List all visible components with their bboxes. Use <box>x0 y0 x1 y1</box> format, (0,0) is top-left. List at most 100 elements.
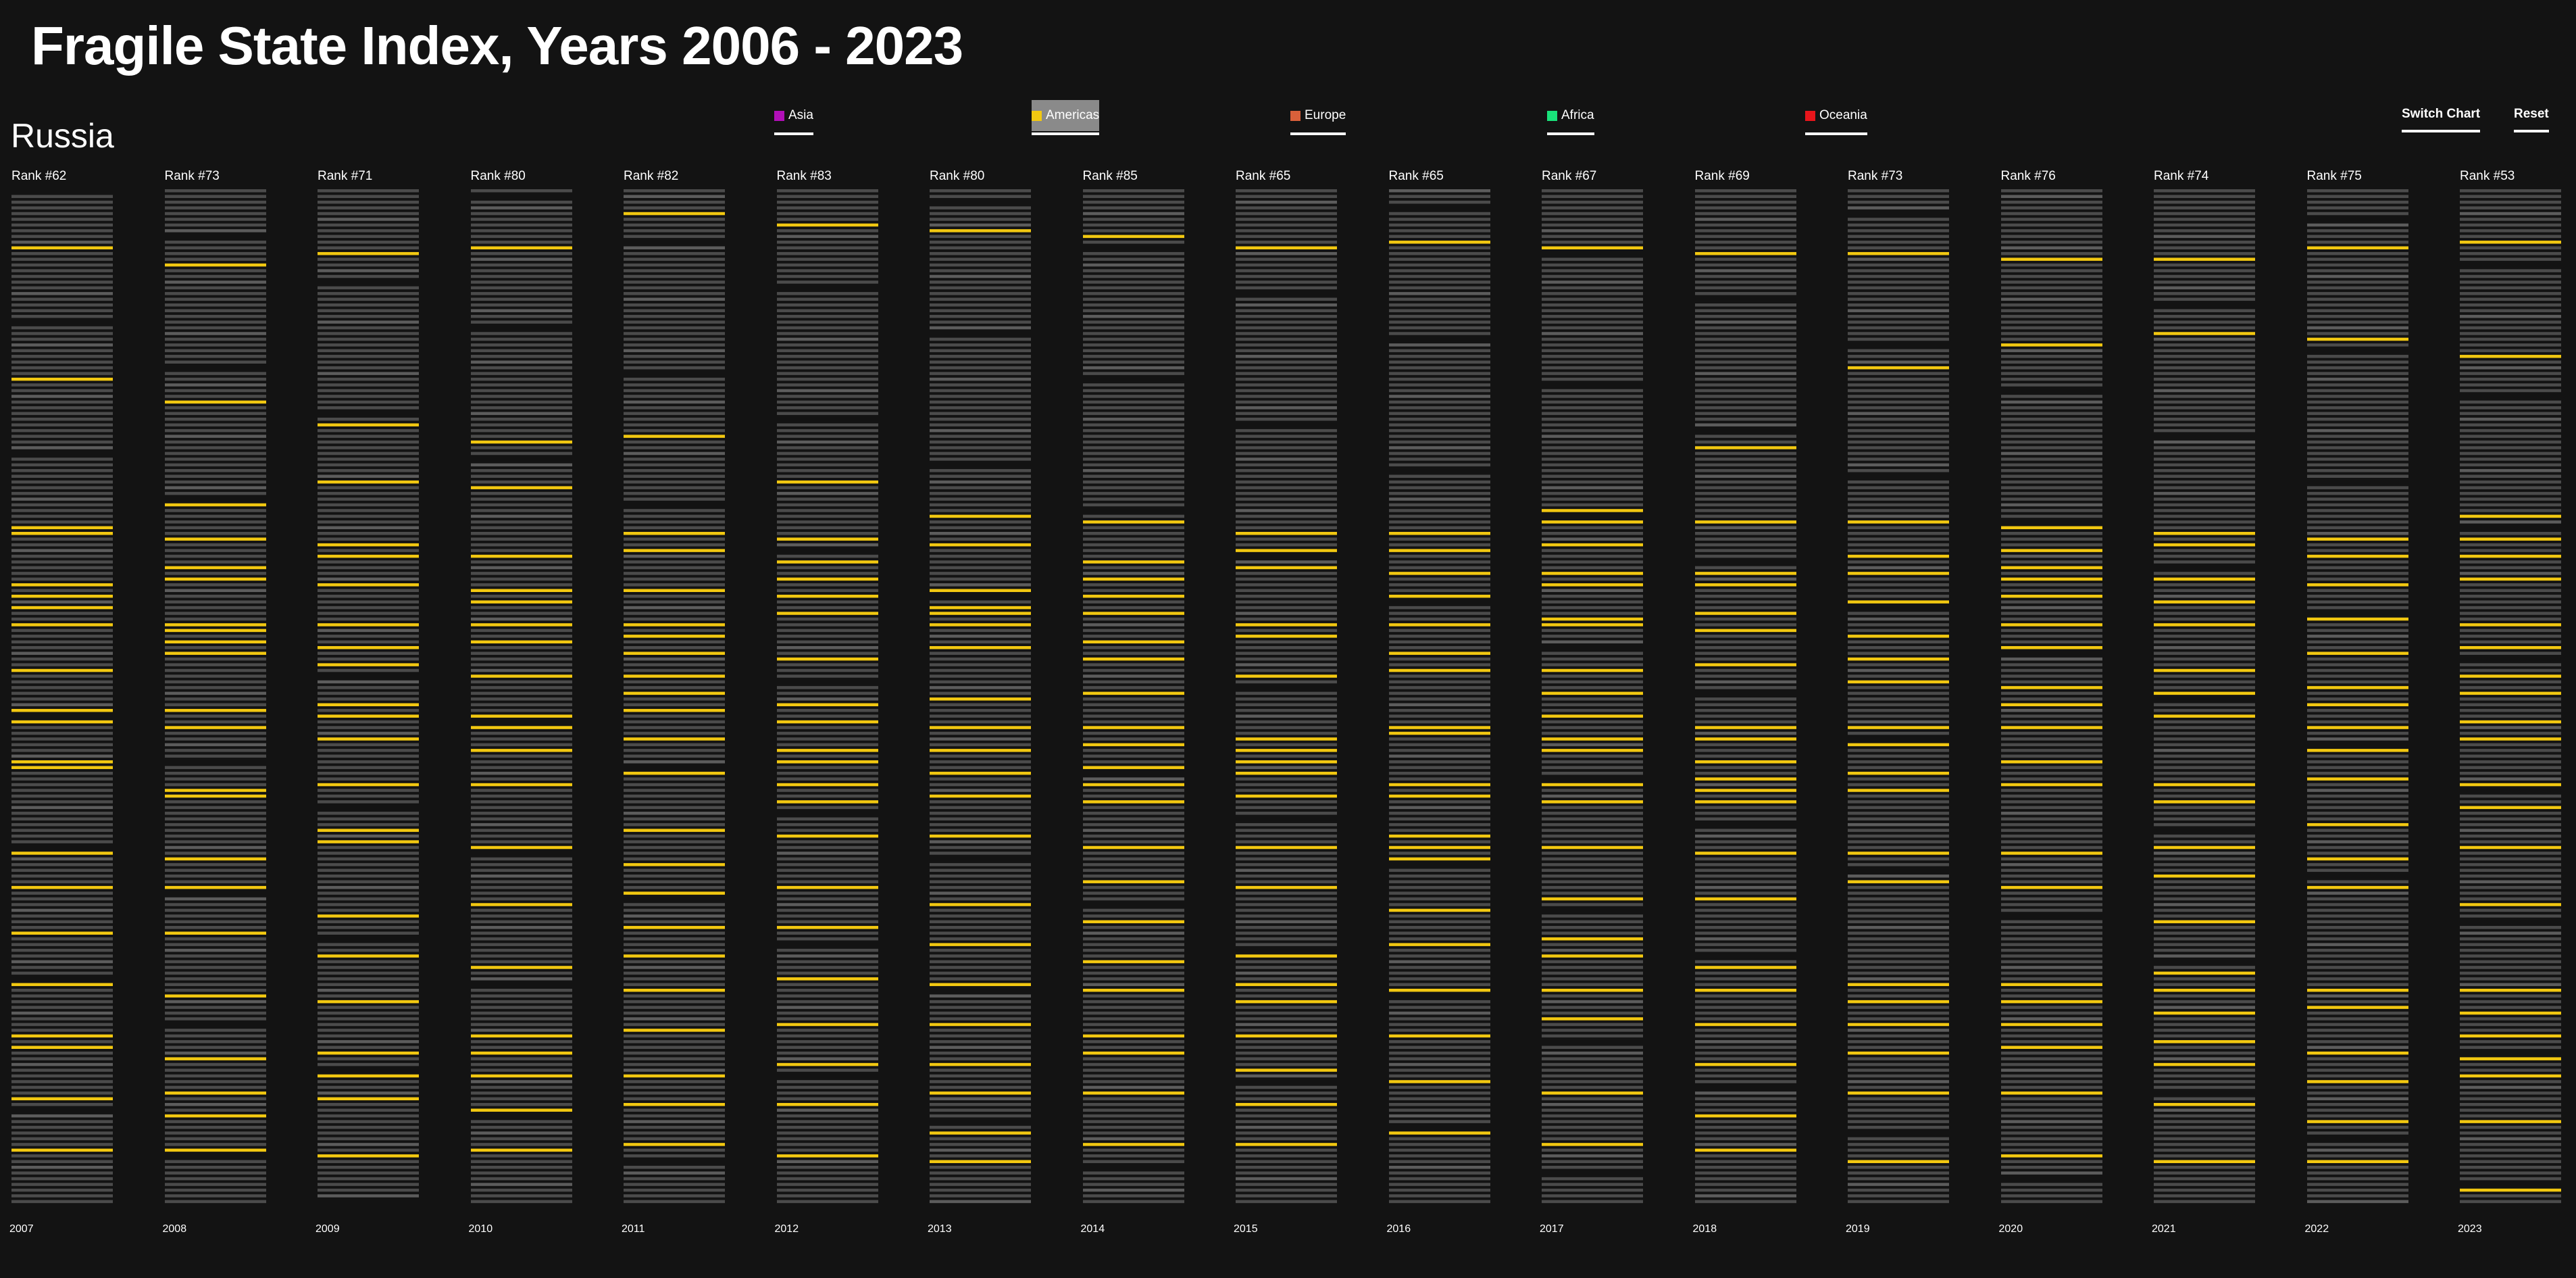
country-bar[interactable] <box>776 314 878 318</box>
country-bar[interactable] <box>1236 766 1337 769</box>
country-bar[interactable] <box>2154 509 2255 512</box>
country-bar[interactable] <box>2306 1040 2408 1043</box>
country-bar[interactable] <box>2460 349 2561 353</box>
country-bar[interactable] <box>2306 589 2408 593</box>
country-bar[interactable] <box>2306 406 2408 410</box>
country-bar[interactable] <box>1694 594 1796 598</box>
country-bar[interactable] <box>624 223 725 227</box>
country-bar[interactable] <box>2306 789 2408 792</box>
country-bar[interactable] <box>776 771 878 775</box>
country-bar[interactable] <box>11 754 113 758</box>
country-bar[interactable] <box>2000 875 2102 878</box>
country-bar[interactable] <box>930 783 1031 787</box>
country-bar[interactable] <box>1542 486 1643 489</box>
country-bar[interactable] <box>2460 1017 2561 1021</box>
country-bar[interactable] <box>1848 714 1949 718</box>
country-bar[interactable] <box>470 418 572 421</box>
country-bar[interactable] <box>470 503 572 507</box>
country-bar[interactable] <box>164 914 266 918</box>
country-bar[interactable] <box>1694 771 1796 775</box>
highlighted-country-bar[interactable] <box>11 708 113 712</box>
country-bar[interactable] <box>318 812 419 815</box>
country-bar[interactable] <box>2306 840 2408 843</box>
country-bar[interactable] <box>1388 931 1490 935</box>
country-bar[interactable] <box>624 1000 725 1004</box>
country-bar[interactable] <box>2306 1154 2408 1158</box>
country-bar[interactable] <box>2154 646 2255 649</box>
country-bar[interactable] <box>164 829 266 832</box>
country-bar[interactable] <box>1388 1011 1490 1015</box>
country-bar[interactable] <box>1694 458 1796 461</box>
country-bar[interactable] <box>2306 771 2408 775</box>
country-bar[interactable] <box>318 1006 419 1009</box>
country-bar[interactable] <box>624 868 725 873</box>
highlighted-country-bar[interactable] <box>930 726 1031 729</box>
country-bar[interactable] <box>1694 554 1796 558</box>
country-bar[interactable] <box>1542 332 1643 335</box>
country-bar[interactable] <box>776 840 878 843</box>
country-bar[interactable] <box>2000 1160 2102 1164</box>
country-bar[interactable] <box>2460 418 2561 421</box>
country-bar[interactable] <box>624 349 725 353</box>
country-bar[interactable] <box>2460 880 2561 883</box>
country-bar[interactable] <box>624 783 725 787</box>
country-bar[interactable] <box>1542 720 1643 724</box>
country-bar[interactable] <box>2306 263 2408 267</box>
country-bar[interactable] <box>1694 840 1796 843</box>
country-bar[interactable] <box>318 960 419 964</box>
country-bar[interactable] <box>1236 629 1337 633</box>
country-bar[interactable] <box>624 1137 725 1141</box>
highlighted-country-bar[interactable] <box>318 663 419 666</box>
country-bar[interactable] <box>1082 760 1184 764</box>
country-bar[interactable] <box>1694 549 1796 552</box>
country-bar[interactable] <box>776 355 878 358</box>
country-bar[interactable] <box>2154 708 2255 712</box>
country-bar[interactable] <box>776 806 878 810</box>
country-bar[interactable] <box>2000 212 2102 216</box>
country-bar[interactable] <box>2000 1034 2102 1038</box>
country-bar[interactable] <box>1236 241 1337 244</box>
highlighted-country-bar[interactable] <box>318 583 419 587</box>
country-bar[interactable] <box>2154 1125 2255 1129</box>
country-bar[interactable] <box>11 891 113 895</box>
country-bar[interactable] <box>2460 435 2561 438</box>
country-bar[interactable] <box>1236 863 1337 866</box>
country-bar[interactable] <box>930 1034 1031 1038</box>
country-bar[interactable] <box>776 372 878 375</box>
country-bar[interactable] <box>1694 474 1796 478</box>
country-bar[interactable] <box>1848 418 1949 421</box>
country-bar[interactable] <box>1082 703 1184 707</box>
country-bar[interactable] <box>2000 1080 2102 1083</box>
country-bar[interactable] <box>776 891 878 895</box>
country-bar[interactable] <box>1236 914 1337 918</box>
country-bar[interactable] <box>1082 491 1184 495</box>
country-bar[interactable] <box>1542 343 1643 347</box>
country-bar[interactable] <box>1082 349 1184 353</box>
country-bar[interactable] <box>318 606 419 610</box>
country-bar[interactable] <box>1236 1023 1337 1027</box>
country-bar[interactable] <box>2460 983 2561 987</box>
country-bar[interactable] <box>11 269 113 272</box>
country-bar[interactable] <box>1388 503 1490 507</box>
country-bar[interactable] <box>624 1068 725 1072</box>
country-bar[interactable] <box>2460 977 2561 981</box>
country-bar[interactable] <box>1236 971 1337 975</box>
country-bar[interactable] <box>624 822 725 827</box>
country-bar[interactable] <box>2306 200 2408 204</box>
country-bar[interactable] <box>1848 195 1949 198</box>
country-bar[interactable] <box>776 822 878 827</box>
country-bar[interactable] <box>318 617 419 621</box>
highlighted-country-bar[interactable] <box>2460 241 2561 244</box>
country-bar[interactable] <box>2154 241 2255 244</box>
country-bar[interactable] <box>2306 794 2408 798</box>
country-bar[interactable] <box>776 1051 878 1055</box>
country-bar[interactable] <box>624 703 725 707</box>
country-bar[interactable] <box>1542 355 1643 358</box>
country-bar[interactable] <box>470 509 572 512</box>
country-bar[interactable] <box>1848 1194 1949 1198</box>
highlighted-country-bar[interactable] <box>624 1143 725 1146</box>
highlighted-country-bar[interactable] <box>624 532 725 535</box>
country-bar[interactable] <box>11 326 113 330</box>
country-bar[interactable] <box>2460 1165 2561 1169</box>
country-bar[interactable] <box>2154 389 2255 393</box>
